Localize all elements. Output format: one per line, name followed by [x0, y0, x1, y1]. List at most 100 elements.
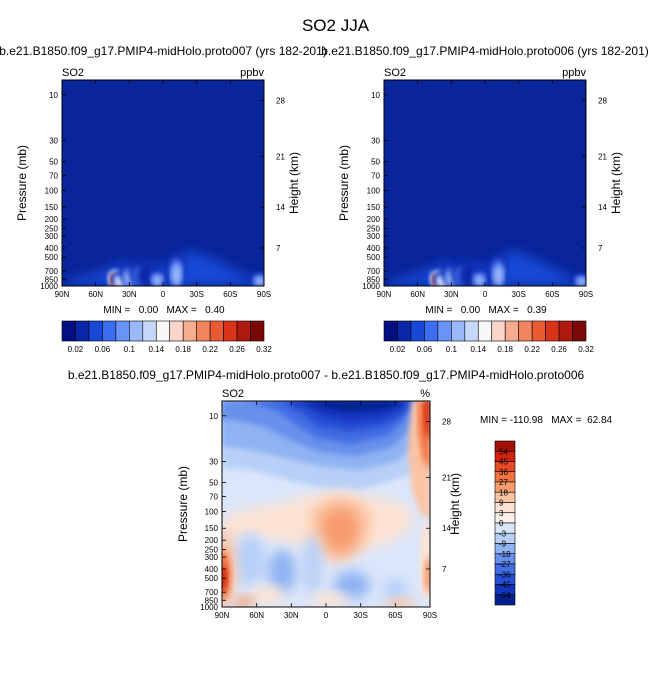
- contour-cell: [386, 598, 414, 607]
- y-tick-label: 300: [45, 232, 59, 241]
- panel-title: b.e21.B1850.f09_g17.PMIP4-midHolo.proto0…: [68, 368, 585, 382]
- variable-label: SO2: [222, 388, 244, 400]
- y-tick-label: 150: [45, 203, 59, 212]
- panel-proto007: b.e21.B1850.f09_g17.PMIP4-midHolo.proto0…: [0, 44, 327, 354]
- colorbar-label: -18: [499, 550, 511, 559]
- variable-label: SO2: [384, 67, 406, 79]
- colorbar-swatch: [477, 320, 493, 342]
- colorbar: 0.02 0.06 0.1 0.14 0.18 0.22 0.26 0.32: [61, 320, 272, 354]
- y-tick-label: 50: [371, 158, 380, 167]
- plume-contour: [152, 275, 163, 286]
- y-axis-label: Pressure (mb): [15, 145, 29, 221]
- y-right-tick-label: 14: [276, 203, 285, 212]
- y-right-tick-label: 21: [442, 473, 451, 482]
- figure-title: SO2 JJA: [302, 16, 370, 35]
- y-right-tick-label: 14: [442, 524, 451, 533]
- plot-area: [62, 80, 264, 286]
- x-tick-label: 30N: [444, 290, 459, 299]
- colorbar-label: 0.14: [470, 345, 486, 354]
- contour-cell: [302, 535, 322, 595]
- colorbar-swatch: [397, 320, 412, 342]
- colorbar-swatch: [88, 320, 103, 342]
- y-tick-label: 250: [205, 545, 219, 554]
- y-axis-right-label: Height (km): [448, 473, 462, 535]
- y-tick-label: 250: [45, 224, 59, 233]
- x-tick-label: 90S: [423, 611, 437, 620]
- mixed-cells-lower: [234, 534, 414, 607]
- min-max-stats: MIN = 0.00 MAX = 0.39: [425, 305, 547, 316]
- plot-area: [384, 80, 586, 286]
- colorbar-label: 0.32: [578, 345, 594, 354]
- colorbar-label: 0.18: [175, 345, 191, 354]
- colorbar-swatch: [464, 320, 479, 342]
- colorbar-label: 18: [499, 488, 508, 497]
- y-tick-label: 10: [49, 91, 58, 100]
- colorbar-swatch: [437, 320, 452, 342]
- variable-label: SO2: [62, 67, 84, 79]
- colorbar-label: 0.02: [68, 345, 84, 354]
- y-tick-label: 30: [49, 136, 58, 145]
- units-label: ppbv: [240, 67, 264, 79]
- colorbar-label: 0.22: [202, 345, 218, 354]
- colorbar-label: -9: [499, 540, 507, 549]
- y-tick-label: 700: [205, 588, 219, 597]
- colorbar-swatch: [491, 320, 506, 342]
- plume-contour: [576, 277, 586, 286]
- colorbar-label: -45: [499, 581, 511, 590]
- x-tick-label: 90S: [257, 290, 271, 299]
- colorbar-label: 0.06: [417, 345, 433, 354]
- colorbar-label: 3: [499, 509, 504, 518]
- y-tick-label: 1000: [362, 282, 380, 291]
- colorbar-swatch: [155, 320, 171, 342]
- y-right-tick-label: 28: [276, 97, 285, 106]
- colorbar-swatch: [504, 320, 519, 342]
- y-tick-label: 850: [45, 275, 59, 284]
- colorbar-label: 45: [499, 458, 508, 467]
- y-tick-label: 100: [45, 186, 59, 195]
- colorbar-swatch: [182, 320, 197, 342]
- colorbar-swatch: [223, 320, 238, 342]
- contour-band: [322, 506, 360, 552]
- panel-proto006: b.e21.B1850.f09_g17.PMIP4-midHolo.proto0…: [321, 44, 649, 354]
- x-tick-label: 30S: [512, 290, 526, 299]
- y-tick-label: 300: [205, 553, 219, 562]
- x-tick-label: 60S: [545, 290, 559, 299]
- colorbar-label: 0.1: [124, 345, 136, 354]
- y-tick-label: 10: [209, 412, 218, 421]
- plot-area: [222, 401, 430, 607]
- x-tick-label: 60S: [223, 290, 237, 299]
- y-tick-label: 400: [45, 244, 59, 253]
- contour-cell: [310, 593, 350, 607]
- y-tick-label: 400: [205, 565, 219, 574]
- x-tick-label: 60N: [249, 611, 264, 620]
- y-tick-label: 150: [367, 203, 381, 212]
- colorbar-label: 0.26: [551, 345, 567, 354]
- colorbar-swatch: [451, 320, 466, 342]
- y-tick-label: 30: [371, 136, 380, 145]
- colorbar-swatch: [531, 320, 546, 342]
- x-tick-label: 90N: [215, 611, 230, 620]
- units-label: %: [420, 388, 430, 400]
- colorbar-label: 0.02: [390, 345, 406, 354]
- y-tick-label: 500: [45, 253, 59, 262]
- panel-title: b.e21.B1850.f09_g17.PMIP4-midHolo.proto0…: [321, 44, 649, 58]
- x-tick-label: 60N: [410, 290, 425, 299]
- contour-cell: [268, 550, 296, 594]
- y-right-tick-label: 28: [598, 97, 607, 106]
- x-tick-label: 90N: [55, 290, 70, 299]
- colorbar-swatch: [169, 320, 184, 342]
- colorbar-label: 0.18: [497, 345, 513, 354]
- x-tick-label: 0: [324, 611, 329, 620]
- negative-region-stratosphere: [222, 401, 430, 490]
- colorbar-label: -36: [499, 570, 511, 579]
- units-label: ppbv: [562, 67, 586, 79]
- colorbar-swatch: [518, 320, 533, 342]
- field-background: [62, 80, 264, 286]
- y-tick-label: 250: [367, 224, 381, 233]
- y-right-tick-label: 7: [442, 565, 447, 574]
- colorbar-swatch: [129, 320, 144, 342]
- y-axis-label: Pressure (mb): [176, 466, 190, 542]
- colorbar-label: 27: [499, 478, 508, 487]
- y-tick-label: 30: [209, 457, 218, 466]
- y-right-tick-label: 28: [442, 418, 451, 427]
